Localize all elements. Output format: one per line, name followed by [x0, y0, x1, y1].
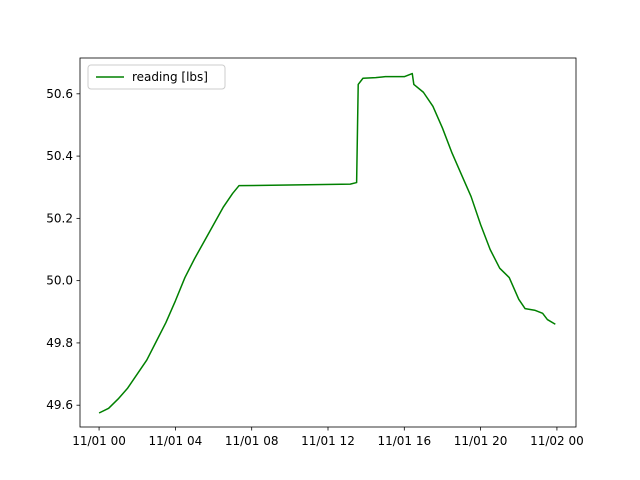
- legend: reading [lbs]: [87, 64, 226, 90]
- legend-label-0: reading [lbs]: [132, 70, 208, 84]
- x-tick-label-4: 11/01 16: [377, 434, 431, 448]
- y-tick-label-0: 49.6: [46, 398, 73, 412]
- series-line-0: [98, 72, 556, 414]
- x-axis: 11/01 00 11/01 04 11/01 08 11/01 12 11/01 16…: [72, 427, 584, 448]
- y-tick-label-4: 50.4: [46, 149, 73, 163]
- y-tick-label-1: 49.8: [46, 336, 73, 350]
- y-tick-label-5: 50.6: [46, 87, 73, 101]
- x-tick-label-1: 11/01 04: [149, 434, 203, 448]
- x-tick-label-2: 11/01 08: [225, 434, 279, 448]
- y-tick-label-3: 50.2: [46, 211, 73, 225]
- legend-box: [87, 64, 226, 90]
- x-tick-label-3: 11/01 12: [301, 434, 355, 448]
- y-tick-label-2: 50.0: [46, 274, 73, 288]
- x-tick-label-0: 11/01 00: [72, 434, 126, 448]
- x-tick-label-5: 11/01 20: [454, 434, 508, 448]
- y-axis: 49.6 49.8 50.0 50.2 50.4 50.6: [46, 87, 80, 412]
- x-tick-label-6: 11/02 00: [530, 434, 584, 448]
- series-layer: [98, 72, 556, 414]
